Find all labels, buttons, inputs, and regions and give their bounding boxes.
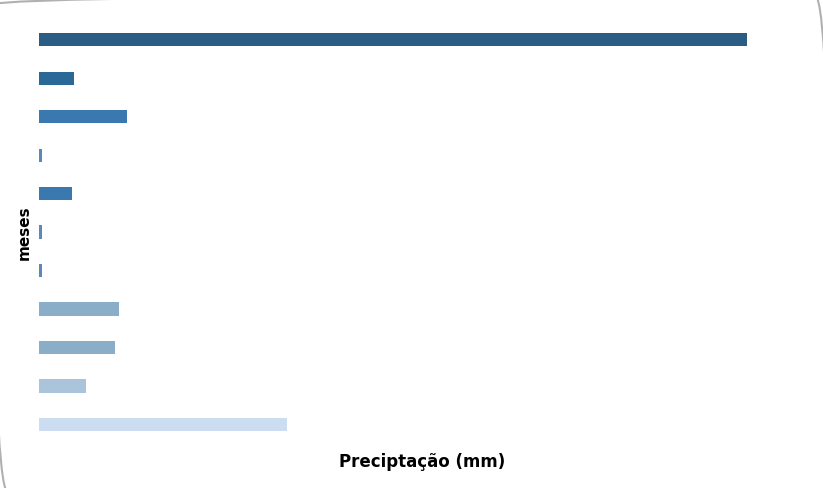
Y-axis label: meses: meses: [16, 205, 31, 260]
Bar: [39, 187, 72, 201]
Bar: [39, 341, 115, 354]
Bar: [39, 148, 42, 162]
X-axis label: Preciptação (mm): Preciptação (mm): [339, 453, 505, 471]
Bar: [39, 225, 42, 239]
Bar: [39, 380, 86, 393]
Bar: [39, 264, 42, 278]
Bar: [39, 110, 128, 123]
Bar: [39, 303, 119, 316]
Bar: [39, 418, 286, 431]
Bar: [39, 72, 74, 85]
Bar: [39, 33, 747, 46]
